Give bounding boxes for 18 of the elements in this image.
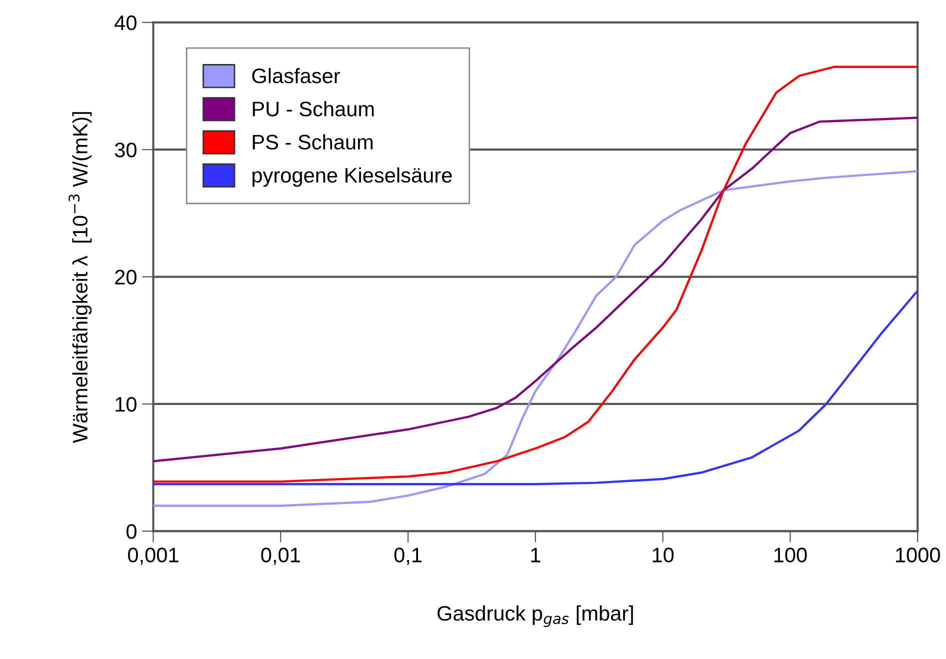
- y-tick-label: 20: [115, 270, 136, 285]
- y-tick-label: 30: [114, 142, 136, 158]
- x-tick-label: 1: [531, 548, 540, 562]
- x-tick-label: 0,001: [128, 548, 178, 565]
- legend-label: PS - Schaum: [252, 134, 373, 150]
- y-axis-title: Wärmeleitfähigkeit λ [10$^{−3}$ W/(mK)]: [68, 112, 92, 444]
- legend-label: pyrogene Kieselsäure: [252, 167, 452, 187]
- legend-label: PU - Schaum: [252, 101, 374, 116]
- y-tick-label: 0: [126, 524, 136, 539]
- x-tick-label: 10: [652, 548, 674, 562]
- x-tick-label: 1000: [896, 548, 940, 562]
- x-axis-title: Gasdruck p$_{gas}$ [mbar]: [438, 605, 633, 627]
- legend-label: Glasfaser: [252, 68, 340, 84]
- x-tick-label: 0,1: [394, 548, 422, 565]
- x-tick-label: 0,01: [261, 548, 300, 565]
- y-tick-label: 40: [114, 15, 136, 30]
- x-tick-label: 100: [774, 548, 807, 562]
- y-tick-label: 10: [116, 396, 136, 412]
